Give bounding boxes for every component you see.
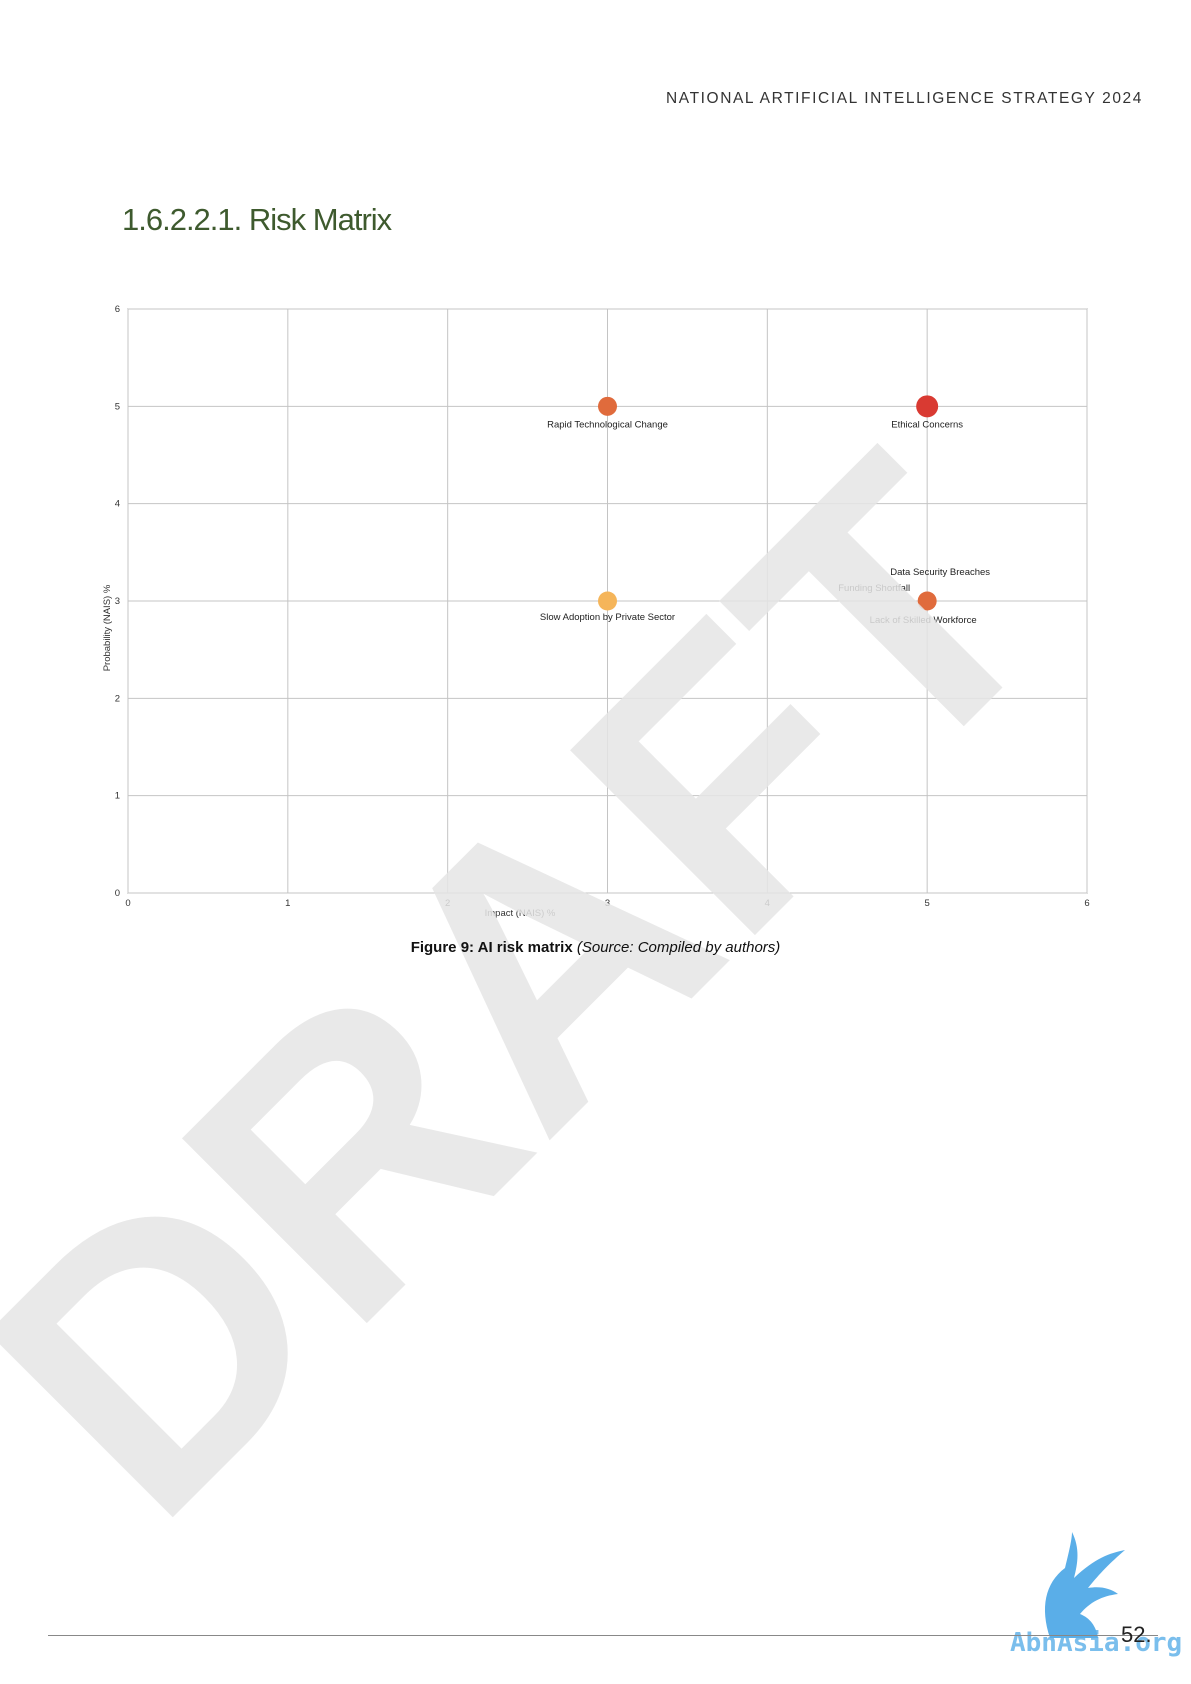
data-point-label: Ethical Concerns	[891, 419, 963, 430]
data-point-label: Funding Shortfall	[838, 583, 910, 594]
x-tick-label: 6	[1084, 898, 1089, 909]
caption-source: (Source: Compiled by authors)	[576, 939, 781, 956]
chart-ticks: 0 1 2 3 4 5 6 0 1 2 3 4 5 6	[115, 304, 1090, 909]
risk-matrix-chart: 0 1 2 3 4 5 6 0 1 2 3 4 5 6 Rapid Technological Chang…	[102, 304, 1090, 919]
y-tick-label: 6	[115, 304, 120, 315]
x-tick-label: 2	[445, 898, 450, 909]
y-tick-label: 4	[115, 499, 120, 510]
chart-points	[598, 395, 939, 611]
x-tick-label: 1	[285, 898, 290, 909]
y-tick-label: 5	[115, 401, 120, 412]
y-tick-label: 2	[115, 693, 120, 704]
y-tick-label: 0	[115, 888, 120, 899]
y-axis-label: Probability (NAIS) %	[102, 584, 113, 671]
abnasia-logo: AbnAsia.org	[1010, 1532, 1182, 1658]
data-point-label: Data Security Breaches	[890, 567, 990, 578]
data-point-label: Slow Adoption by Private Sector	[540, 612, 675, 623]
data-point	[917, 591, 937, 611]
x-tick-label: 3	[605, 898, 610, 909]
y-tick-label: 3	[115, 596, 120, 607]
logo-text: AbnAsia.org	[1010, 1628, 1182, 1658]
x-tick-label: 4	[765, 898, 770, 909]
footer-rule	[48, 1635, 1158, 1636]
data-point-label: Rapid Technological Change	[547, 419, 668, 430]
x-tick-label: 5	[925, 898, 930, 909]
section-title: 1.6.2.2.1. Risk Matrix	[122, 202, 392, 237]
data-point-label: Lack of Skilled Workforce	[870, 615, 977, 626]
figure-caption: Figure 9: AI risk matrix (Source: Compil…	[0, 939, 1191, 956]
caption-label: Figure 9: AI risk matrix	[410, 939, 573, 956]
data-point	[598, 396, 617, 416]
page-number: 52.	[1121, 1622, 1152, 1647]
running-header: NATIONAL ARTIFICIAL INTELLIGENCE STRATEG…	[665, 90, 1143, 107]
chart-point-labels: Rapid Technological Change Ethical Concer…	[540, 419, 990, 626]
eagle-icon	[1045, 1532, 1125, 1638]
x-axis-label: Impact (NAIS) %	[485, 908, 556, 919]
x-tick-label: 0	[125, 898, 130, 909]
data-point	[916, 395, 939, 418]
data-point	[598, 591, 617, 611]
y-tick-label: 1	[115, 791, 120, 802]
